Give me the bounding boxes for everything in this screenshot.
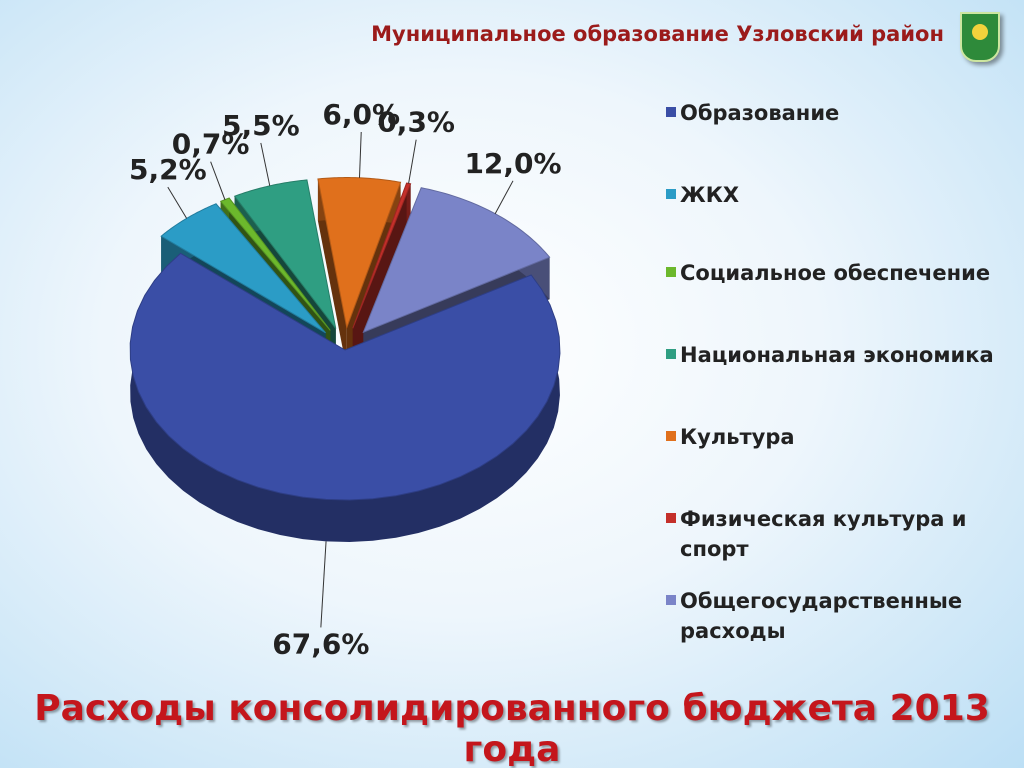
legend-entry: Социальное обеспечение <box>666 258 1000 288</box>
legend-swatch <box>666 349 676 359</box>
emblem <box>960 12 1000 62</box>
leader-line <box>260 142 271 186</box>
legend-swatch <box>666 107 676 117</box>
legend-entry: Национальная экономика <box>666 340 1000 370</box>
leader-line <box>210 161 226 200</box>
data-label: 6,0% <box>322 98 400 131</box>
legend-label: Социальное обеспечение <box>680 261 991 285</box>
legend-label: Образование <box>680 101 840 125</box>
leader-line <box>320 541 327 628</box>
legend-swatch <box>666 189 676 199</box>
leader-line <box>408 139 417 184</box>
legend-entry: Физическая культура и спорт <box>666 504 1000 564</box>
legend-entry: Культура <box>666 422 1000 452</box>
leader-line <box>494 180 514 214</box>
data-label: 5,2% <box>129 153 207 186</box>
data-label: 12,0% <box>464 147 561 180</box>
legend-label: Культура <box>680 425 795 449</box>
legend-label: ЖКХ <box>680 183 740 207</box>
slice-top <box>352 182 412 329</box>
slice-wall <box>406 183 411 226</box>
legend-swatch <box>666 595 676 605</box>
data-label: 0,3% <box>377 106 455 139</box>
legend-swatch <box>666 513 676 523</box>
legend-label: Национальная экономика <box>680 343 994 367</box>
legend-entry: Образование <box>666 98 1000 128</box>
pie-slice <box>129 252 561 542</box>
legend-swatch <box>666 431 676 441</box>
legend-label: Физическая культура и спорт <box>680 507 967 561</box>
data-label: 67,6% <box>272 627 369 660</box>
data-label: 0,7% <box>172 128 250 161</box>
header-title: Муниципальное образование Узловский райо… <box>371 22 944 46</box>
slice-side <box>317 178 347 370</box>
data-label: 5,5% <box>222 109 300 142</box>
legend-entry: ЖКХ <box>666 180 1000 210</box>
slice-top <box>129 252 561 501</box>
leader-line <box>167 186 188 219</box>
leader-line <box>358 132 362 178</box>
legend-entry: Общегосударственные расходы <box>666 586 1000 646</box>
chart-title: Расходы консолидированного бюджета 2013 … <box>34 688 990 768</box>
legend-label: Общегосударственные расходы <box>680 589 963 643</box>
legend-swatch <box>666 267 676 277</box>
